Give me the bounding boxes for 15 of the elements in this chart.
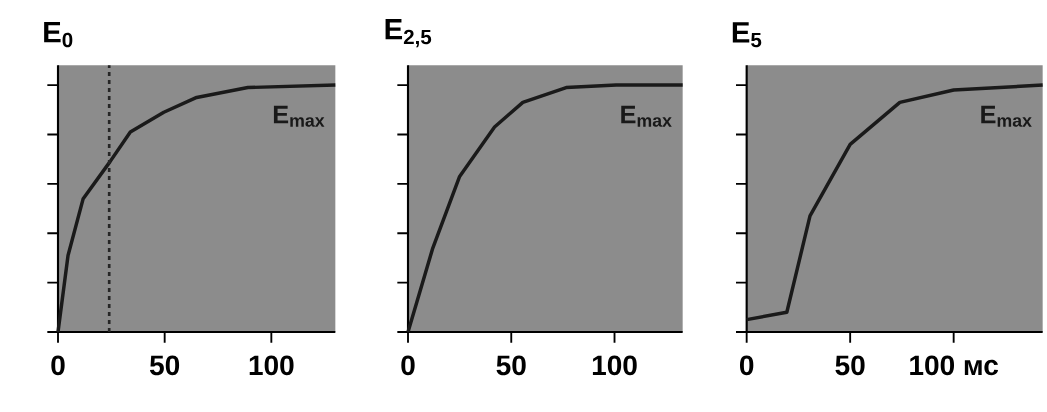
x-tick-label: 100	[592, 355, 637, 376]
chart-title: E$_{0}$	[44, 22, 73, 48]
x-tick-label: 50	[496, 355, 526, 376]
x-tick-label: 0	[51, 355, 65, 376]
chart-title: E$_{5}$	[732, 22, 762, 48]
annotation: E$_{max}$	[621, 105, 672, 127]
chart-title: E$_{2,5}$	[385, 19, 432, 48]
x-tick-label: 100 мс	[910, 355, 999, 376]
x-tick-label: 100	[249, 355, 294, 376]
annotation: E$_{max}$	[273, 105, 325, 127]
x-tick-label: 0	[401, 355, 415, 376]
x-tick-label: 0	[739, 355, 754, 376]
x-tick-label: 50	[149, 355, 180, 376]
annotation: E$_{max}$	[981, 105, 1032, 127]
x-tick-label: 50	[835, 355, 865, 376]
